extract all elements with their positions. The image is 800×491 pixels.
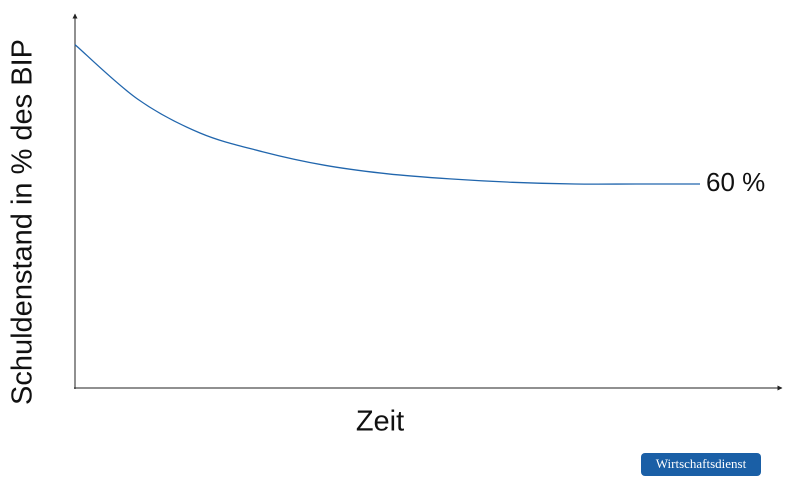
source-badge: Wirtschaftsdienst xyxy=(641,453,761,476)
badge-background xyxy=(641,453,761,476)
line xyxy=(74,44,700,185)
source-text: Wirtschaftsdienst xyxy=(656,456,747,471)
value-label: 60 % xyxy=(706,167,765,197)
x-axis-label: Zeit xyxy=(356,406,404,438)
y-axis-label: Schuldenstand in % des BIP xyxy=(7,39,39,405)
